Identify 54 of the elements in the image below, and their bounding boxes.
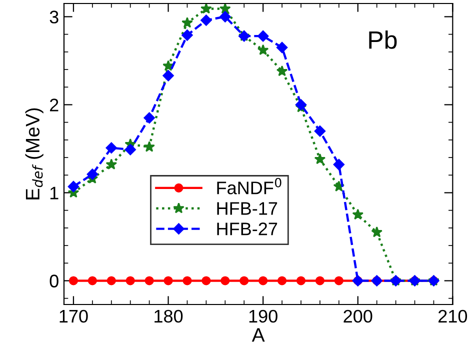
annotation: Pb	[369, 30, 397, 49]
x-tick-label: 170	[60, 310, 88, 323]
point	[126, 276, 135, 286]
point	[314, 126, 326, 137]
point	[200, 14, 212, 26]
point	[220, 4, 231, 14]
point	[314, 153, 326, 164]
point	[276, 65, 288, 76]
point	[86, 168, 98, 180]
point	[240, 276, 249, 286]
point	[106, 276, 116, 286]
point	[106, 142, 117, 154]
point	[258, 276, 268, 286]
point	[182, 16, 193, 28]
point	[296, 276, 306, 286]
x-tick-label: 190	[249, 310, 278, 323]
point	[202, 276, 211, 286]
point	[162, 60, 174, 71]
point	[220, 276, 230, 286]
point	[182, 30, 193, 41]
legend-label: HFB-17	[217, 202, 278, 215]
point	[278, 276, 287, 286]
legend-label: HFB-27	[217, 222, 278, 236]
point	[162, 70, 174, 82]
point	[276, 42, 288, 54]
y-tick-label: 0	[50, 274, 58, 288]
x-tick-label: 180	[154, 310, 183, 323]
y-axis-title: E$_{def}$ (MeV)	[25, 108, 44, 200]
x-tick-label: 200	[344, 310, 372, 323]
point	[124, 144, 136, 156]
y-tick-label: 3	[50, 10, 58, 24]
point	[200, 4, 212, 14]
point	[257, 30, 269, 42]
point	[106, 158, 118, 170]
point	[333, 158, 345, 170]
y-tick-label: 2	[50, 98, 58, 112]
point	[88, 276, 97, 286]
point	[144, 141, 155, 152]
point	[144, 112, 155, 124]
point	[220, 11, 231, 22]
point	[371, 226, 382, 238]
point	[68, 180, 80, 192]
point	[144, 276, 154, 286]
y-tick-label: 1	[50, 186, 58, 200]
point	[182, 276, 192, 286]
point	[68, 276, 78, 286]
x-axis-title: A	[252, 328, 265, 342]
point	[315, 276, 324, 286]
point	[352, 208, 364, 220]
point	[257, 44, 269, 56]
point	[164, 276, 173, 286]
x-tick-label: 210	[438, 310, 468, 323]
legend-label: FaNDF$^{0}$	[217, 178, 282, 194]
point	[334, 276, 344, 286]
